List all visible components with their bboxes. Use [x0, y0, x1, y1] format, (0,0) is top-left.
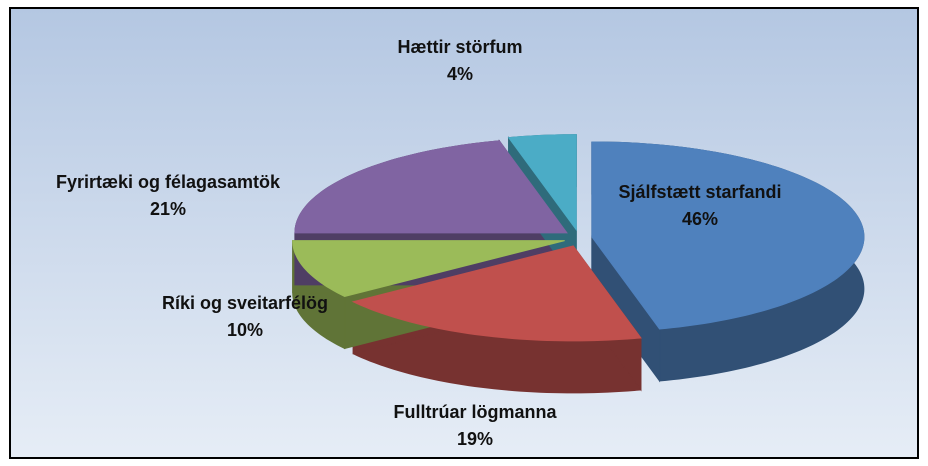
slice [507, 134, 577, 232]
slice-label: Ríki og sveitarfélög [162, 293, 328, 313]
slice [591, 141, 865, 330]
slice-label: Fyrirtæki og félagasamtök [56, 172, 281, 192]
slice-label: Hættir störfum [398, 37, 523, 57]
value-label: 4% [447, 64, 473, 84]
labels: Sjálfstætt starfandi 46% Fulltrúar lögmann… [56, 37, 782, 449]
slice [294, 140, 568, 234]
slice-label: Sjálfstætt starfandi [618, 182, 781, 202]
slice [292, 240, 565, 297]
slice [351, 245, 642, 342]
value-label: 21% [150, 199, 186, 219]
value-label: 46% [682, 209, 718, 229]
pie [292, 134, 865, 394]
value-label: 10% [227, 320, 263, 340]
value-label: 19% [457, 429, 493, 449]
slice-label: Fulltrúar lögmanna [393, 402, 557, 422]
